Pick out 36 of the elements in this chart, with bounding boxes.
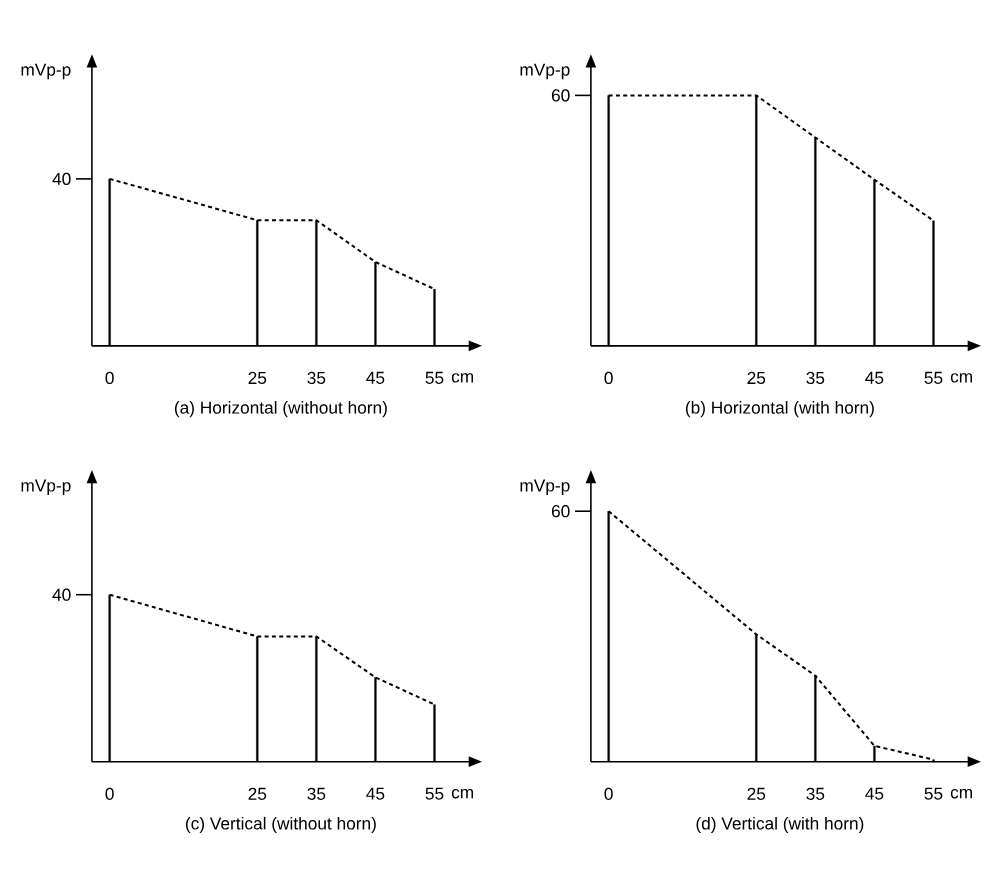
x-tick-label: 45 (865, 371, 884, 384)
x-tick-label: 55 (924, 787, 943, 800)
y-axis-title: mVp-p (520, 63, 570, 80)
y-tick-label: 40 (52, 172, 71, 185)
x-tick-label: 45 (366, 371, 385, 384)
y-axis-title: mVp-p (21, 479, 71, 495)
text: (b) Horizontal (with horn) (685, 401, 874, 418)
x-axis-title: cm (451, 373, 474, 383)
x-axis-title: cm (451, 788, 474, 799)
text: (a) Horizontal (without horn) (174, 401, 387, 418)
x-tick-label: 0 (105, 787, 114, 800)
x-tick-label: 35 (806, 371, 825, 385)
x-tick-label: 0 (105, 371, 114, 385)
x-tick-label: 25 (747, 787, 766, 800)
x-tick-label: 55 (924, 371, 943, 384)
text: (d) Vertical (with horn) (696, 816, 864, 833)
text: (c) Vertical (without horn) (186, 816, 376, 833)
x-tick-label: 35 (307, 371, 326, 385)
x-tick-label: 45 (865, 787, 884, 800)
x-axis-title: cm (950, 788, 972, 799)
x-tick-label: 25 (747, 371, 766, 385)
x-tick-label: 0 (604, 371, 613, 385)
y-axis-title: mVp-p (520, 479, 570, 495)
y-tick-label: 40 (52, 588, 71, 601)
y-axis-title: mVp-p (21, 63, 71, 80)
x-tick-label: 25 (248, 787, 267, 800)
y-tick-label: 60 (551, 505, 570, 518)
x-tick-label: 0 (604, 787, 613, 800)
x-tick-label: 45 (366, 787, 385, 800)
x-tick-label: 35 (307, 787, 326, 800)
x-tick-label: 55 (425, 371, 444, 384)
x-tick-label: 55 (425, 787, 444, 800)
x-tick-label: 25 (248, 371, 267, 385)
y-tick-label: 60 (551, 89, 570, 102)
x-axis-title: cm (950, 373, 972, 383)
x-tick-label: 35 (806, 787, 825, 800)
